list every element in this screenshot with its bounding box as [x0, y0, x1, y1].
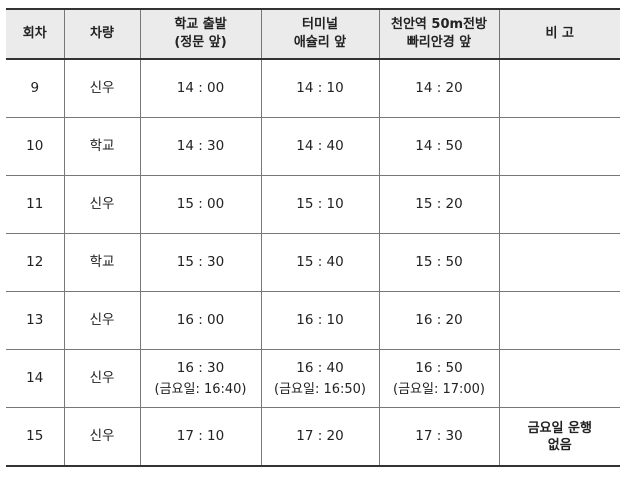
- vehicle-cell: 신우: [63, 349, 141, 408]
- time-cell: 15 : 00: [139, 175, 262, 234]
- shuttle-timetable: 회차 차량 학교 출발 (정문 앞) 터미널 애슐리 앞 천안역 50m전방 빠…: [6, 8, 620, 467]
- note-line: 금요일 운행: [527, 420, 592, 436]
- time-cell: 15 : 50: [378, 233, 500, 292]
- friday-time: (금요일: 17:00): [393, 381, 485, 397]
- time-cell: 17 : 30: [378, 407, 500, 467]
- round-cell: 13: [6, 291, 65, 350]
- note-cell: [498, 117, 620, 176]
- vehicle-cell: 신우: [63, 407, 141, 467]
- time-cell: 16 : 20: [378, 291, 500, 350]
- time-cell: 14 : 10: [260, 58, 380, 118]
- vehicle-cell: 신우: [63, 175, 141, 234]
- time-cell: 14 : 30: [139, 117, 262, 176]
- note-cell: [498, 175, 620, 234]
- friday-time: (금요일: 16:50): [274, 381, 366, 397]
- header-round: 회차: [6, 8, 65, 60]
- vehicle-cell: 신우: [63, 291, 141, 350]
- time-cell: 15 : 20: [378, 175, 500, 234]
- vehicle-cell: 학교: [63, 117, 141, 176]
- time-cell: 14 : 20: [378, 58, 500, 118]
- note-cell: [498, 233, 620, 292]
- round-cell: 12: [6, 233, 65, 292]
- time-main: 16 : 50: [415, 359, 463, 376]
- header-terminal: 터미널 애슐리 앞: [260, 8, 380, 60]
- table-row: 11 신우 15 : 00 15 : 10 15 : 20: [6, 175, 620, 234]
- note-cell: 금요일 운행 없음: [498, 407, 620, 467]
- note-cell: [498, 349, 620, 408]
- table-row: 9 신우 14 : 00 14 : 10 14 : 20: [6, 58, 620, 118]
- table-row: 14 신우 16 : 30 (금요일: 16:40) 16 : 40 (금요일:…: [6, 349, 620, 408]
- round-cell: 14: [6, 349, 65, 408]
- table-row: 13 신우 16 : 00 16 : 10 16 : 20: [6, 291, 620, 350]
- time-cell: 14 : 50: [378, 117, 500, 176]
- time-cell: 14 : 00: [139, 58, 262, 118]
- vehicle-cell: 학교: [63, 233, 141, 292]
- note-line: 없음: [547, 437, 572, 453]
- header-note: 비 고: [498, 8, 620, 60]
- time-main: 16 : 30: [176, 359, 225, 376]
- header-school-departure: 학교 출발 (정문 앞): [139, 8, 262, 60]
- round-cell: 9: [6, 58, 65, 118]
- time-cell: 15 : 30: [139, 233, 262, 292]
- round-cell: 11: [6, 175, 65, 234]
- time-cell: 17 : 10: [139, 407, 262, 467]
- time-cell: 14 : 40: [260, 117, 380, 176]
- time-cell: 16 : 30 (금요일: 16:40): [139, 349, 262, 408]
- round-cell: 15: [6, 407, 65, 467]
- time-cell: 16 : 50 (금요일: 17:00): [378, 349, 500, 408]
- time-main: 16 : 40: [296, 359, 344, 376]
- time-cell: 17 : 20: [260, 407, 380, 467]
- time-cell: 16 : 10: [260, 291, 380, 350]
- friday-time: (금요일: 16:40): [154, 381, 247, 397]
- header-cheonan-station: 천안역 50m전방 빠리안경 앞: [378, 8, 500, 60]
- header-vehicle: 차량: [63, 8, 141, 60]
- round-cell: 10: [6, 117, 65, 176]
- time-cell: 16 : 40 (금요일: 16:50): [260, 349, 380, 408]
- time-cell: 15 : 10: [260, 175, 380, 234]
- table-row: 12 학교 15 : 30 15 : 40 15 : 50: [6, 233, 620, 292]
- header-row: 회차 차량 학교 출발 (정문 앞) 터미널 애슐리 앞 천안역 50m전방 빠…: [6, 8, 620, 60]
- time-cell: 15 : 40: [260, 233, 380, 292]
- vehicle-cell: 신우: [63, 58, 141, 118]
- note-cell: [498, 58, 620, 118]
- note-cell: [498, 291, 620, 350]
- table-row: 15 신우 17 : 10 17 : 20 17 : 30 금요일 운행 없음: [6, 407, 620, 467]
- table-row: 10 학교 14 : 30 14 : 40 14 : 50: [6, 117, 620, 176]
- time-cell: 16 : 00: [139, 291, 262, 350]
